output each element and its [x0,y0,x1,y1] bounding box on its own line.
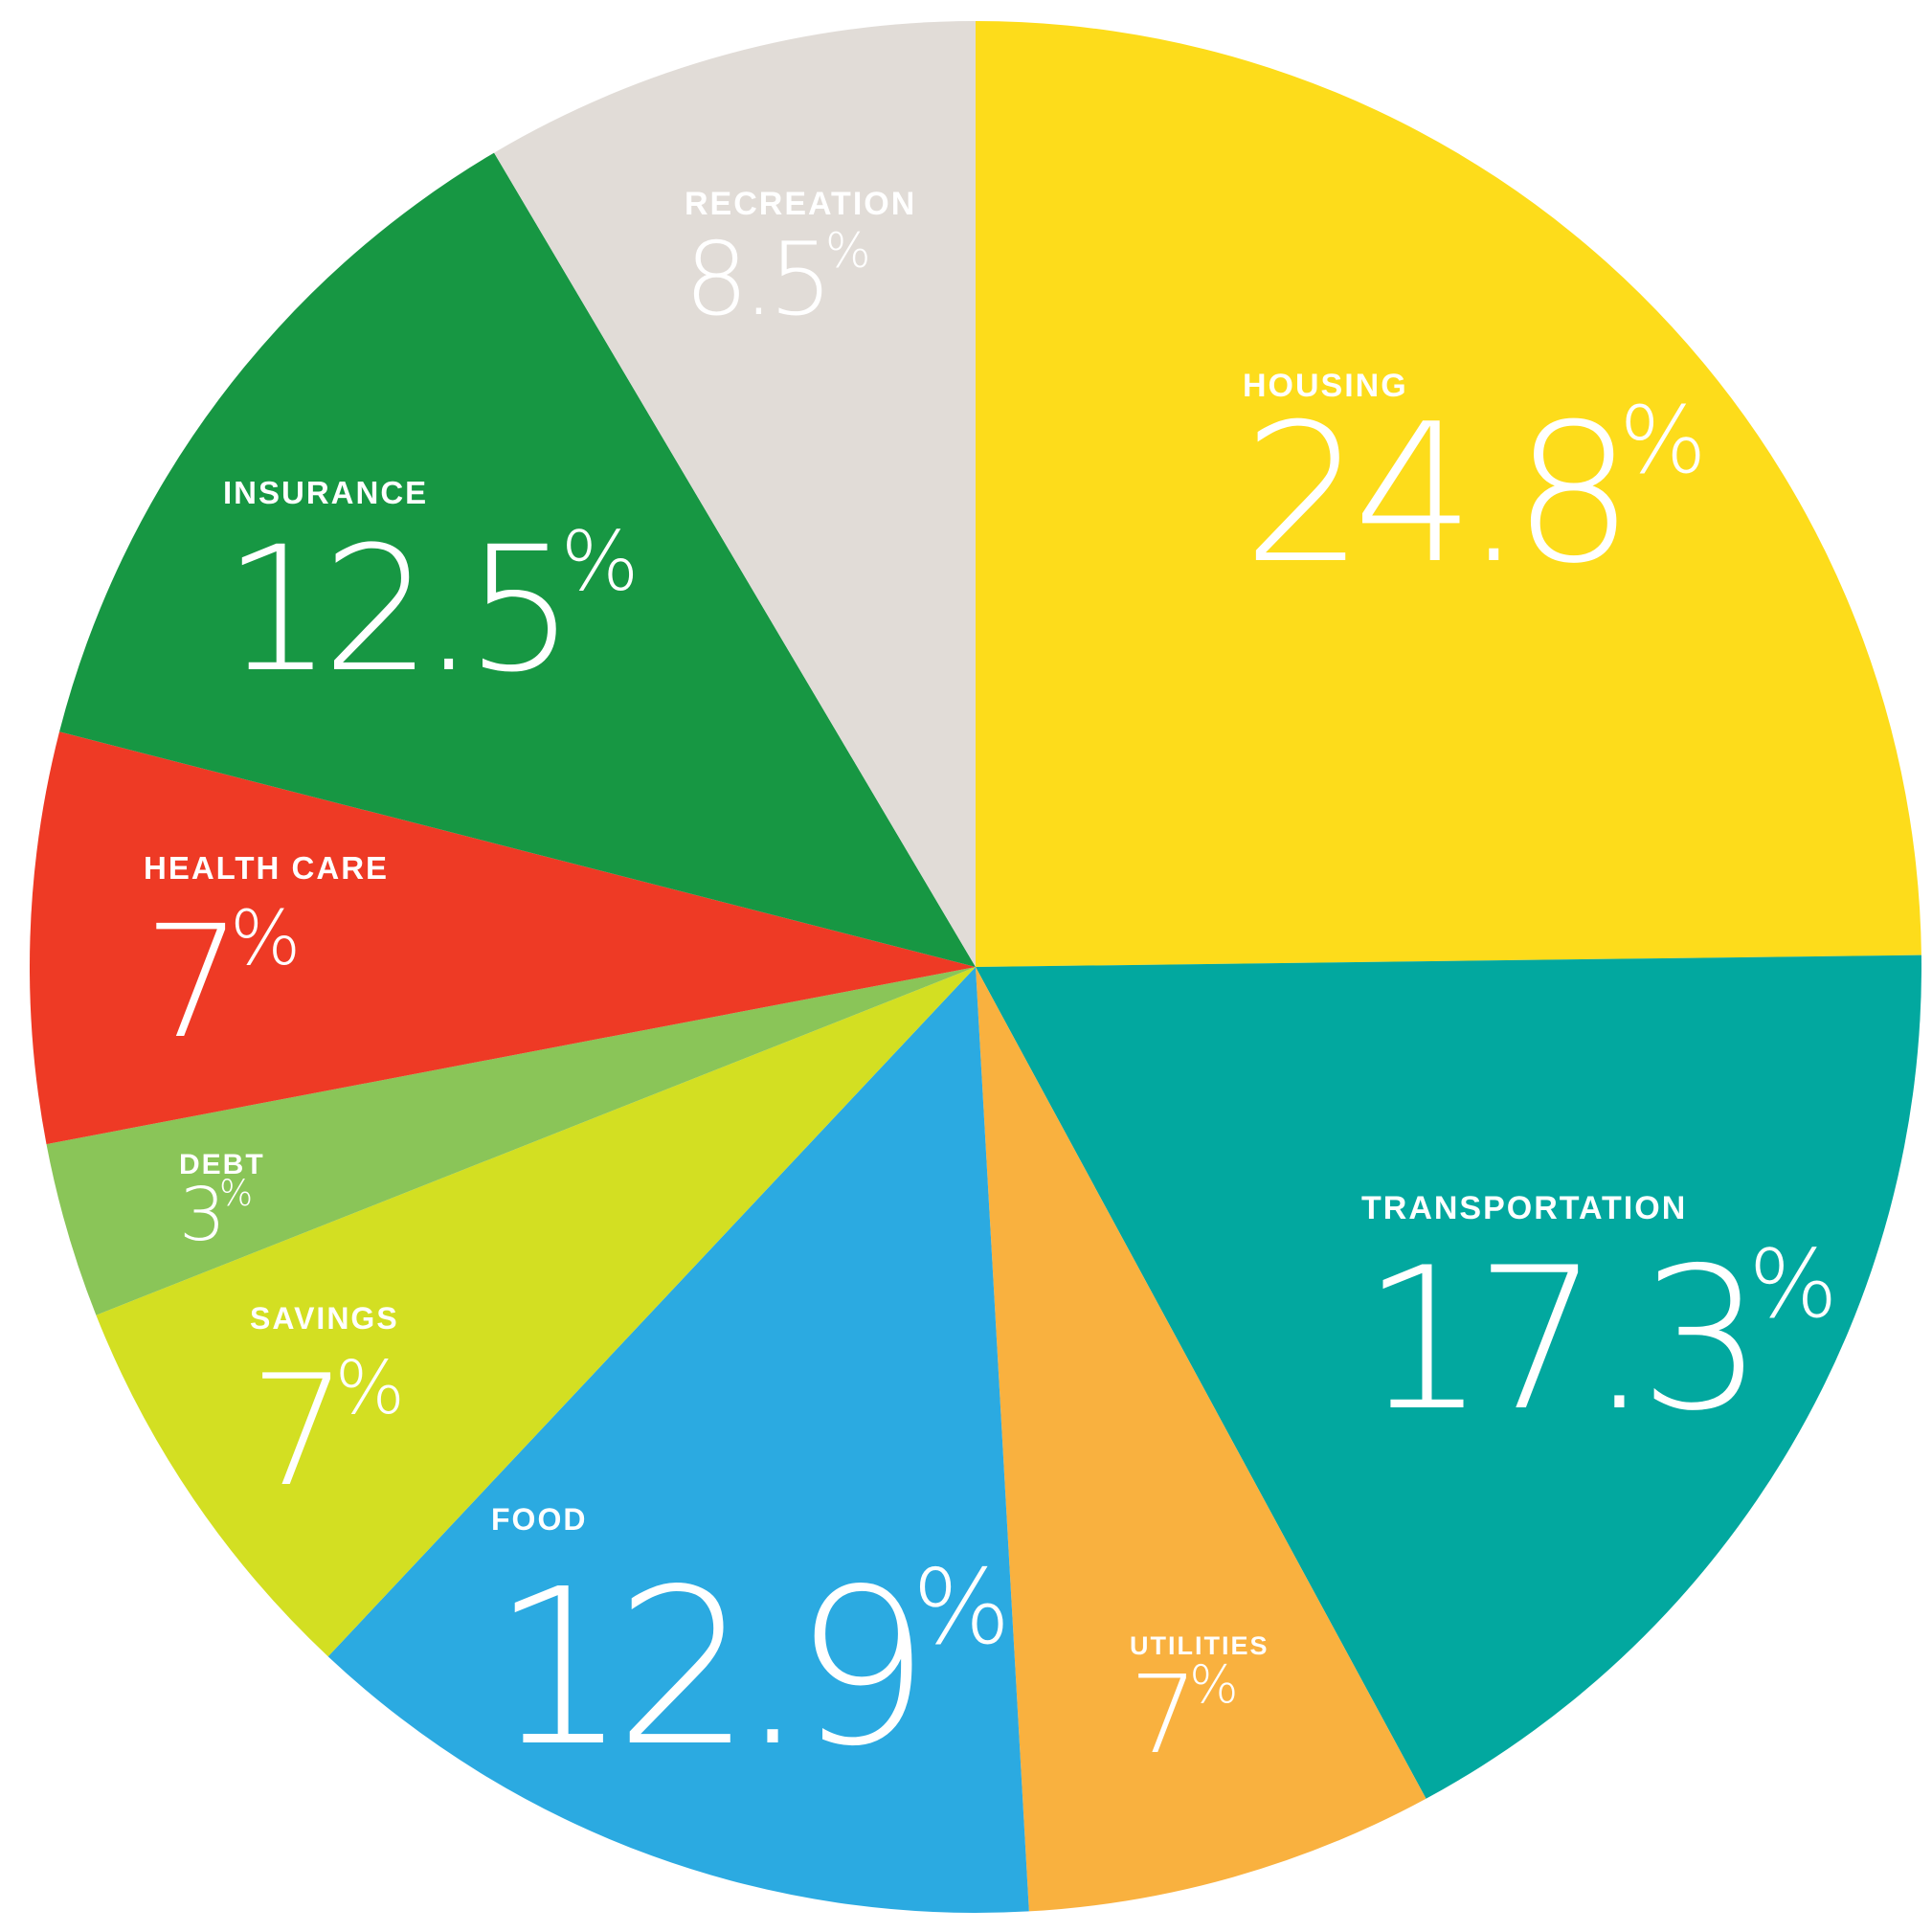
slice-label-transportation: TRANSPORTATION [1361,1190,1687,1226]
pie-slice-transportation [976,955,1921,1799]
slice-value-recreation: 8.5% [685,221,871,338]
slice-value-debt: 3% [179,1173,253,1258]
slice-label-debt: DEBT [179,1149,265,1180]
slice-value-food: 12.9% [491,1543,1011,1794]
slice-label-savings: SAVINGS [250,1301,399,1336]
pie-slice-health-care [29,731,977,1145]
pie-slice-recreation [494,21,976,967]
slice-value-housing: 24.8% [1243,383,1707,606]
pie-slice-insurance [59,152,977,968]
slice-value-utilities: 7% [1130,1653,1239,1778]
slice-label-recreation: RECREATION [685,186,916,222]
slice-label-food: FOOD [491,1502,587,1537]
pie-slice-debt [46,967,976,1315]
slices-layer [29,21,1921,1913]
slice-label-insurance: INSURANCE [223,475,428,510]
slice-label-utilities: UTILITIES [1130,1631,1269,1660]
slice-value-insurance: 12.5% [223,510,640,710]
pie-slice-food [327,967,1029,1913]
slice-value-health-care: 7% [144,893,301,1073]
pie-slice-housing [976,21,1921,967]
slice-label-housing: HOUSING [1243,368,1408,404]
pie-slice-savings [96,967,976,1657]
slice-label-health-care: HEALTH CARE [144,850,389,886]
slice-value-transportation: 17.3% [1361,1226,1838,1454]
pie-slice-utilities [976,967,1427,1912]
slice-value-savings: 7% [250,1341,405,1520]
